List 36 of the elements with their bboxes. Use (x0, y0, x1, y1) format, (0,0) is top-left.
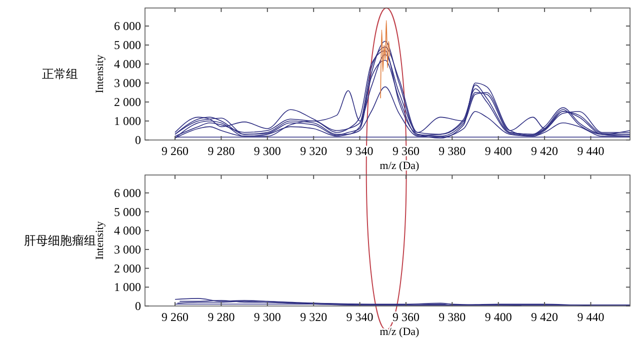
x-axis-title: m/z (Da) (380, 326, 420, 338)
y-tick-label: 2 000 (114, 261, 141, 276)
x-tick-label: 9 300 (254, 144, 281, 158)
x-tick-label: 9 280 (208, 144, 235, 158)
y-tick-label: 5 000 (114, 204, 141, 219)
y-tick-label: 6 000 (114, 186, 141, 200)
y-tick-label: 3 000 (114, 242, 141, 256)
x-tick-label: 9 320 (300, 144, 328, 158)
y-tick-label: 1 000 (114, 114, 141, 128)
x-tick-label: 9 320 (300, 310, 328, 324)
y-tick-label: 3 000 (114, 76, 141, 90)
x-tick-label: 9 420 (531, 310, 558, 324)
y-axis-title: Intensity (94, 220, 106, 260)
x-tick-label: 9 260 (162, 144, 189, 158)
x-tick-label: 9 380 (438, 144, 466, 158)
x-tick-label: 9 260 (162, 310, 189, 324)
y-tick-label: 2 000 (114, 95, 141, 110)
y-tick-label: 0 (135, 299, 141, 313)
x-tick-label: 9 400 (484, 144, 512, 158)
y-tick-label: 5 000 (114, 38, 141, 52)
y-tick-label: 6 000 (114, 19, 141, 34)
y-tick-label: 1 000 (114, 280, 141, 294)
x-tick-label: 9 380 (438, 310, 466, 324)
y-axis-title: Intensity (94, 54, 106, 94)
text: 正常组 (42, 67, 78, 81)
y-tick-label: 4 000 (114, 224, 141, 238)
y-tick-label: 4 000 (114, 57, 141, 72)
x-tick-label: 9 300 (254, 310, 281, 324)
x-tick-label: 9 280 (208, 310, 235, 324)
y-tick-label: 0 (135, 133, 141, 147)
x-tick-label: 9 340 (346, 310, 374, 324)
x-tick-label: 9 440 (577, 144, 604, 158)
text: 肝母细胞瘤组 (24, 234, 96, 248)
x-tick-label: 9 440 (577, 310, 604, 324)
x-tick-label: 9 420 (531, 144, 558, 158)
x-tick-label: 9 400 (484, 310, 512, 324)
